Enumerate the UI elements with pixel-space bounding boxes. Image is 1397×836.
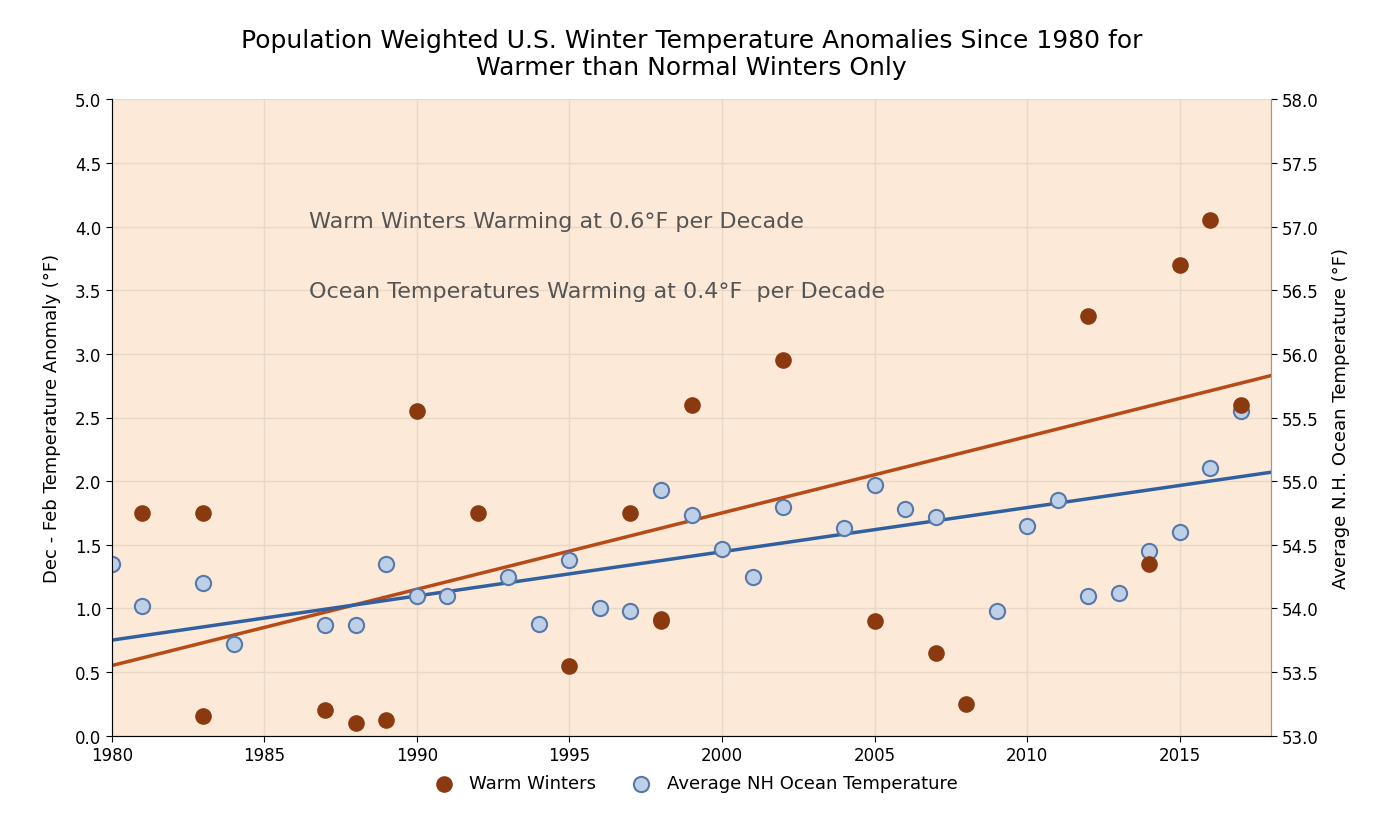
Warm Winters (1077, 309, 1099, 323)
Average NH Ocean Temperature (222, 638, 244, 651)
Warm Winters (863, 614, 886, 628)
Text: Ocean Temperatures Warming at 0.4°F  per Decade: Ocean Temperatures Warming at 0.4°F per … (309, 281, 884, 301)
Warm Winters (956, 697, 978, 711)
Warm Winters (619, 507, 641, 520)
Legend: Warm Winters, Average NH Ocean Temperature: Warm Winters, Average NH Ocean Temperatu… (419, 767, 964, 800)
Warm Winters (559, 659, 581, 672)
Warm Winters (467, 507, 489, 520)
Average NH Ocean Temperature (833, 522, 855, 535)
Warm Winters (1199, 214, 1221, 227)
Average NH Ocean Temperature (894, 502, 916, 516)
Average NH Ocean Temperature (131, 599, 154, 613)
Text: Warm Winters Warming at 0.6°F per Decade: Warm Winters Warming at 0.6°F per Decade (309, 212, 803, 232)
Average NH Ocean Temperature (863, 479, 886, 492)
Average NH Ocean Temperature (1168, 526, 1190, 539)
Average NH Ocean Temperature (1016, 519, 1038, 533)
Average NH Ocean Temperature (314, 619, 337, 632)
Warm Winters (193, 507, 215, 520)
Average NH Ocean Temperature (1108, 587, 1130, 600)
Average NH Ocean Temperature (405, 589, 427, 603)
Average NH Ocean Temperature (588, 602, 610, 615)
Warm Winters (1168, 259, 1190, 273)
Average NH Ocean Temperature (376, 558, 398, 571)
Average NH Ocean Temperature (1229, 405, 1252, 418)
Average NH Ocean Temperature (680, 509, 703, 522)
Warm Winters (680, 399, 703, 412)
Average NH Ocean Temperature (497, 570, 520, 584)
Average NH Ocean Temperature (619, 604, 641, 618)
Average NH Ocean Temperature (193, 577, 215, 590)
Warm Winters (650, 612, 672, 625)
Average NH Ocean Temperature (711, 543, 733, 556)
Average NH Ocean Temperature (1046, 494, 1069, 507)
Y-axis label: Average N.H. Ocean Temperature (°F): Average N.H. Ocean Temperature (°F) (1333, 247, 1351, 589)
Average NH Ocean Temperature (773, 500, 795, 513)
Average NH Ocean Temperature (345, 619, 367, 632)
Average NH Ocean Temperature (985, 604, 1007, 618)
Average NH Ocean Temperature (1199, 462, 1221, 476)
Average NH Ocean Temperature (101, 558, 123, 571)
Y-axis label: Dec - Feb Temperature Anomaly (°F): Dec - Feb Temperature Anomaly (°F) (43, 253, 61, 583)
Average NH Ocean Temperature (650, 484, 672, 497)
Average NH Ocean Temperature (528, 617, 550, 630)
Warm Winters (773, 354, 795, 368)
Warm Winters (405, 405, 427, 418)
Average NH Ocean Temperature (742, 570, 764, 584)
Warm Winters (1139, 558, 1161, 571)
Warm Winters (650, 614, 672, 628)
Average NH Ocean Temperature (436, 589, 458, 603)
Warm Winters (1229, 399, 1252, 412)
Average NH Ocean Temperature (559, 553, 581, 567)
Warm Winters (345, 716, 367, 730)
Warm Winters (376, 714, 398, 727)
Warm Winters (131, 507, 154, 520)
Average NH Ocean Temperature (1139, 545, 1161, 558)
Average NH Ocean Temperature (1077, 589, 1099, 603)
Warm Winters (193, 710, 215, 723)
Warm Winters (314, 704, 337, 717)
Title: Population Weighted U.S. Winter Temperature Anomalies Since 1980 for
Warmer than: Population Weighted U.S. Winter Temperat… (240, 28, 1143, 80)
Average NH Ocean Temperature (925, 511, 947, 524)
Warm Winters (925, 646, 947, 660)
